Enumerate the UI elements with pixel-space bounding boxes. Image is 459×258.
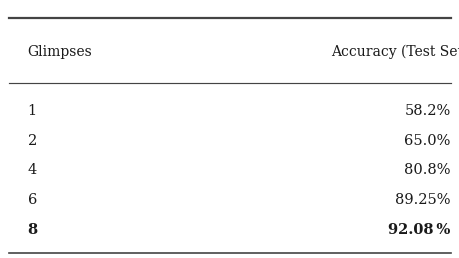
Text: 2: 2 xyxy=(28,134,37,148)
Text: Glimpses: Glimpses xyxy=(28,45,92,59)
Text: 65.0%: 65.0% xyxy=(403,134,450,148)
Text: 89.25%: 89.25% xyxy=(394,193,450,207)
Text: 1: 1 xyxy=(28,104,37,118)
Text: 8: 8 xyxy=(28,223,38,237)
Text: 6: 6 xyxy=(28,193,37,207)
Text: 80.8%: 80.8% xyxy=(403,163,450,177)
Text: 58.2%: 58.2% xyxy=(403,104,450,118)
Text: Accuracy (Test Set): Accuracy (Test Set) xyxy=(330,44,459,59)
Text: 92.08 %: 92.08 % xyxy=(387,223,450,237)
Text: 4: 4 xyxy=(28,163,37,177)
